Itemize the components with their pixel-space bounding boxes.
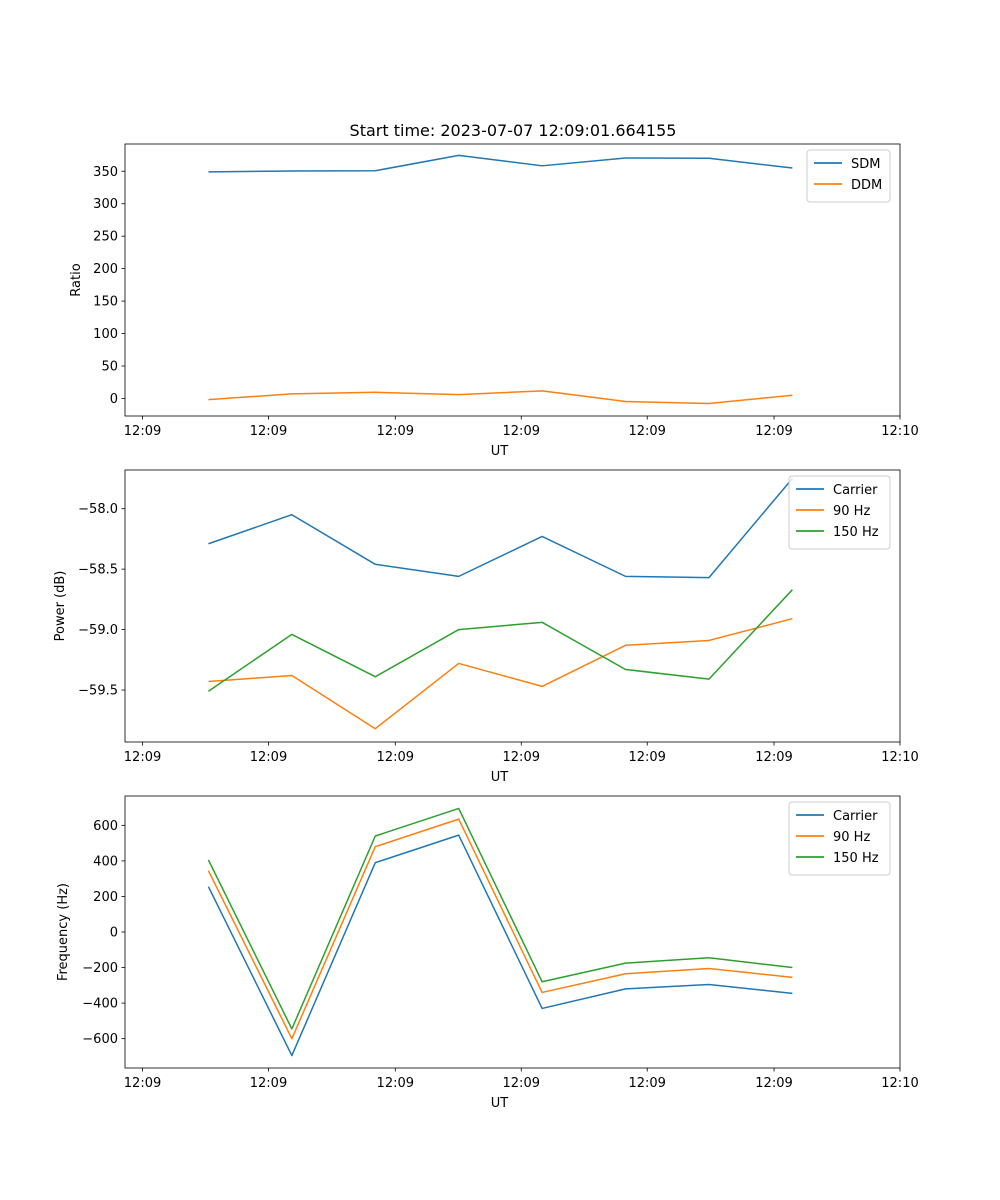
chart-panel-3: −600 −400 −200 0 200 400 600 12:09 12:09 12:09 12:… (56, 795, 919, 1111)
y-tick-label: 0 (110, 926, 118, 941)
x-tick-label: 12:09 (124, 750, 161, 765)
y-axis-label: Frequency (Hz) (56, 883, 71, 981)
y-tick-label: 400 (93, 854, 118, 869)
x-tick-label: 12:09 (628, 1076, 665, 1091)
x-tick-label: 12:09 (250, 1076, 287, 1091)
axes-frame (124, 143, 901, 417)
legend-label: DDM (851, 178, 882, 193)
series-line-90-hz (208, 617, 793, 730)
x-tick-label: 12:09 (628, 750, 665, 765)
x-tick-label: 12:09 (755, 1076, 792, 1091)
y-tick-label: 150 (93, 295, 118, 310)
chart-panel-2: −59.5 −59.0 −58.5 −58.0 12:09 12:09 12:09 12:09… (53, 469, 919, 785)
y-axis-label: Power (dB) (53, 571, 68, 642)
y-tick-label: −58.5 (78, 563, 118, 578)
y-tick-label: 200 (93, 890, 118, 905)
y-axis-label: Ratio (69, 263, 84, 296)
series-line-carrier (208, 477, 793, 579)
legend-label: 90 Hz (833, 504, 870, 519)
x-tick-label: 12:09 (628, 424, 665, 439)
legend: SDM DDM (806, 149, 891, 203)
series-line-carrier (207, 834, 793, 1057)
x-tick-label: 12:09 (503, 750, 540, 765)
x-tick-label: 12:09 (503, 424, 540, 439)
y-tick-label: 600 (93, 819, 118, 834)
series-line-150-hz (207, 807, 793, 1030)
axes-frame (124, 469, 901, 743)
y-tick-label: 0 (110, 392, 118, 407)
x-tick-label: 12:10 (881, 424, 918, 439)
series-line-90-hz (207, 818, 793, 1040)
y-tick-label: 200 (93, 262, 118, 277)
x-tick-label: 12:09 (377, 750, 414, 765)
x-axis-label: UT (491, 444, 509, 459)
series-line-ddm (208, 390, 793, 405)
y-tick-label: −600 (82, 1032, 118, 1047)
x-tick-label: 12:09 (124, 1076, 161, 1091)
y-tick-label: −58.0 (78, 502, 118, 517)
legend-label: 150 Hz (833, 525, 879, 540)
legend-label: SDM (851, 157, 880, 172)
x-tick-label: 12:10 (881, 750, 918, 765)
legend-label: 150 Hz (833, 851, 879, 866)
legend-label: 90 Hz (833, 830, 870, 845)
y-tick-label: −400 (82, 997, 118, 1012)
y-tick-label: −59.0 (78, 623, 118, 638)
y-tick-label: 250 (93, 230, 118, 245)
legend: Carrier 90 Hz 150 Hz (788, 801, 891, 876)
y-tick-label: 350 (93, 165, 118, 180)
x-tick-label: 12:10 (881, 1076, 918, 1091)
x-axis-label: UT (491, 1096, 509, 1111)
x-tick-label: 12:09 (755, 750, 792, 765)
figure-title: Start time: 2023-07-07 12:09:01.664155 (350, 121, 677, 140)
x-axis-label: UT (491, 770, 509, 785)
x-tick-label: 12:09 (377, 424, 414, 439)
y-tick-label: 300 (93, 197, 118, 212)
y-tick-label: 50 (101, 360, 118, 375)
x-tick-label: 12:09 (377, 1076, 414, 1091)
legend-label: Carrier (833, 809, 878, 824)
y-tick-label: −200 (82, 961, 118, 976)
series-line-sdm (208, 154, 793, 173)
y-tick-label: 100 (93, 327, 118, 342)
x-tick-label: 12:09 (503, 1076, 540, 1091)
y-tick-label: −59.5 (78, 684, 118, 699)
x-tick-label: 12:09 (250, 750, 287, 765)
x-tick-label: 12:09 (124, 424, 161, 439)
series-line-150-hz (208, 589, 793, 692)
legend-label: Carrier (833, 483, 878, 498)
chart-panel-1: 0 50 100 150 200 250 300 350 12:09 12:09 12:09 12:0… (69, 143, 919, 459)
x-tick-label: 12:09 (755, 424, 792, 439)
x-tick-label: 12:09 (250, 424, 287, 439)
legend: Carrier 90 Hz 150 Hz (788, 475, 891, 550)
